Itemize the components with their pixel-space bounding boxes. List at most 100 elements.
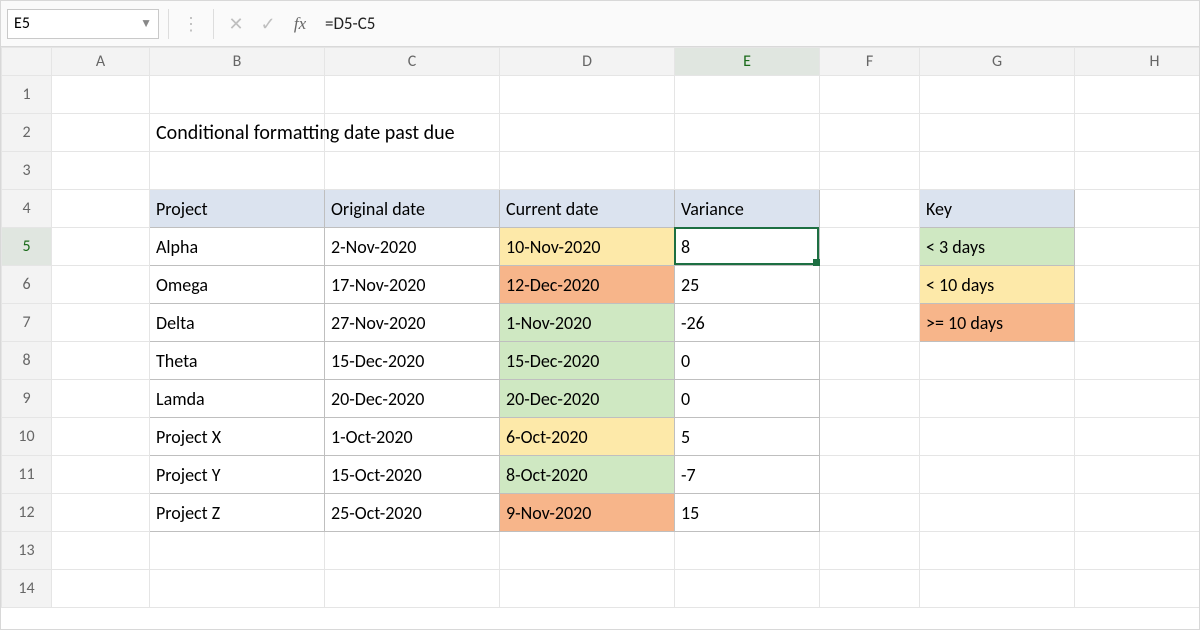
- cell-C10[interactable]: 1-Oct-2020: [325, 418, 500, 456]
- row-header-10[interactable]: 10: [2, 418, 52, 456]
- cell-E5[interactable]: 8: [675, 228, 820, 266]
- cell-A9[interactable]: [52, 380, 150, 418]
- cell-A11[interactable]: [52, 456, 150, 494]
- fx-icon[interactable]: fx: [287, 11, 313, 37]
- cell-G1[interactable]: [920, 76, 1075, 114]
- cell-C1[interactable]: [325, 76, 500, 114]
- cell-H11[interactable]: [1075, 456, 1200, 494]
- cell-F5[interactable]: [820, 228, 920, 266]
- cell-G10[interactable]: [920, 418, 1075, 456]
- cell-H6[interactable]: [1075, 266, 1200, 304]
- row-header-14[interactable]: 14: [2, 570, 52, 608]
- cell-H5[interactable]: [1075, 228, 1200, 266]
- row-header-5[interactable]: 5: [2, 228, 52, 266]
- cell-E6[interactable]: 25: [675, 266, 820, 304]
- cell-C3[interactable]: [325, 152, 500, 190]
- cell-D6[interactable]: 12-Dec-2020: [500, 266, 675, 304]
- cell-B7[interactable]: Delta: [150, 304, 325, 342]
- cell-C11[interactable]: 15-Oct-2020: [325, 456, 500, 494]
- cell-C4[interactable]: Original date: [325, 190, 500, 228]
- cell-D12[interactable]: 9-Nov-2020: [500, 494, 675, 532]
- cell-D13[interactable]: [500, 532, 675, 570]
- cell-A7[interactable]: [52, 304, 150, 342]
- cell-A3[interactable]: [52, 152, 150, 190]
- cell-G2[interactable]: [920, 114, 1075, 152]
- select-all-corner[interactable]: [2, 48, 52, 76]
- cell-E8[interactable]: 0: [675, 342, 820, 380]
- row-header-13[interactable]: 13: [2, 532, 52, 570]
- cell-A2[interactable]: [52, 114, 150, 152]
- enter-icon[interactable]: ✓: [255, 11, 281, 37]
- cell-G5[interactable]: < 3 days: [920, 228, 1075, 266]
- cell-A1[interactable]: [52, 76, 150, 114]
- cell-H2[interactable]: [1075, 114, 1200, 152]
- cell-H7[interactable]: [1075, 304, 1200, 342]
- cell-G13[interactable]: [920, 532, 1075, 570]
- cell-E11[interactable]: -7: [675, 456, 820, 494]
- col-header-D[interactable]: D: [500, 48, 675, 76]
- row-header-4[interactable]: 4: [2, 190, 52, 228]
- cell-E1[interactable]: [675, 76, 820, 114]
- cell-A12[interactable]: [52, 494, 150, 532]
- cell-B13[interactable]: [150, 532, 325, 570]
- cell-B9[interactable]: Lamda: [150, 380, 325, 418]
- cell-D7[interactable]: 1-Nov-2020: [500, 304, 675, 342]
- cell-G9[interactable]: [920, 380, 1075, 418]
- cell-F4[interactable]: [820, 190, 920, 228]
- cell-A6[interactable]: [52, 266, 150, 304]
- cell-C14[interactable]: [325, 570, 500, 608]
- cell-F12[interactable]: [820, 494, 920, 532]
- cell-D8[interactable]: 15-Dec-2020: [500, 342, 675, 380]
- cell-C6[interactable]: 17-Nov-2020: [325, 266, 500, 304]
- row-header-1[interactable]: 1: [2, 76, 52, 114]
- cell-C13[interactable]: [325, 532, 500, 570]
- cell-F6[interactable]: [820, 266, 920, 304]
- cell-D10[interactable]: 6-Oct-2020: [500, 418, 675, 456]
- col-header-A[interactable]: A: [52, 48, 150, 76]
- cell-C7[interactable]: 27-Nov-2020: [325, 304, 500, 342]
- cell-G14[interactable]: [920, 570, 1075, 608]
- cell-D14[interactable]: [500, 570, 675, 608]
- cell-A4[interactable]: [52, 190, 150, 228]
- cell-B3[interactable]: [150, 152, 325, 190]
- cell-H14[interactable]: [1075, 570, 1200, 608]
- cell-H3[interactable]: [1075, 152, 1200, 190]
- cell-D3[interactable]: [500, 152, 675, 190]
- cell-E14[interactable]: [675, 570, 820, 608]
- cell-A8[interactable]: [52, 342, 150, 380]
- cell-A10[interactable]: [52, 418, 150, 456]
- cell-F10[interactable]: [820, 418, 920, 456]
- cell-G6[interactable]: < 10 days: [920, 266, 1075, 304]
- options-icon[interactable]: ⋮: [178, 11, 204, 37]
- cell-G11[interactable]: [920, 456, 1075, 494]
- row-header-11[interactable]: 11: [2, 456, 52, 494]
- cell-H12[interactable]: [1075, 494, 1200, 532]
- col-header-B[interactable]: B: [150, 48, 325, 76]
- formula-input[interactable]: =D5-C5: [319, 9, 1193, 39]
- cell-D11[interactable]: 8-Oct-2020: [500, 456, 675, 494]
- row-header-6[interactable]: 6: [2, 266, 52, 304]
- col-header-C[interactable]: C: [325, 48, 500, 76]
- cell-G3[interactable]: [920, 152, 1075, 190]
- cell-B4[interactable]: Project: [150, 190, 325, 228]
- cell-F2[interactable]: [820, 114, 920, 152]
- cell-H4[interactable]: [1075, 190, 1200, 228]
- cell-E4[interactable]: Variance: [675, 190, 820, 228]
- cell-F3[interactable]: [820, 152, 920, 190]
- row-header-7[interactable]: 7: [2, 304, 52, 342]
- cell-F8[interactable]: [820, 342, 920, 380]
- cell-D2[interactable]: [500, 114, 675, 152]
- cell-H9[interactable]: [1075, 380, 1200, 418]
- name-box[interactable]: E5 ▼: [7, 9, 159, 39]
- col-header-H[interactable]: H: [1075, 48, 1200, 76]
- cell-B12[interactable]: Project Z: [150, 494, 325, 532]
- cell-E13[interactable]: [675, 532, 820, 570]
- cell-H10[interactable]: [1075, 418, 1200, 456]
- cell-G12[interactable]: [920, 494, 1075, 532]
- worksheet-grid[interactable]: ABCDEFGH 12Conditional formatting date p…: [1, 47, 1199, 629]
- cell-D5[interactable]: 10-Nov-2020: [500, 228, 675, 266]
- cell-F14[interactable]: [820, 570, 920, 608]
- row-header-2[interactable]: 2: [2, 114, 52, 152]
- cell-E3[interactable]: [675, 152, 820, 190]
- cell-B14[interactable]: [150, 570, 325, 608]
